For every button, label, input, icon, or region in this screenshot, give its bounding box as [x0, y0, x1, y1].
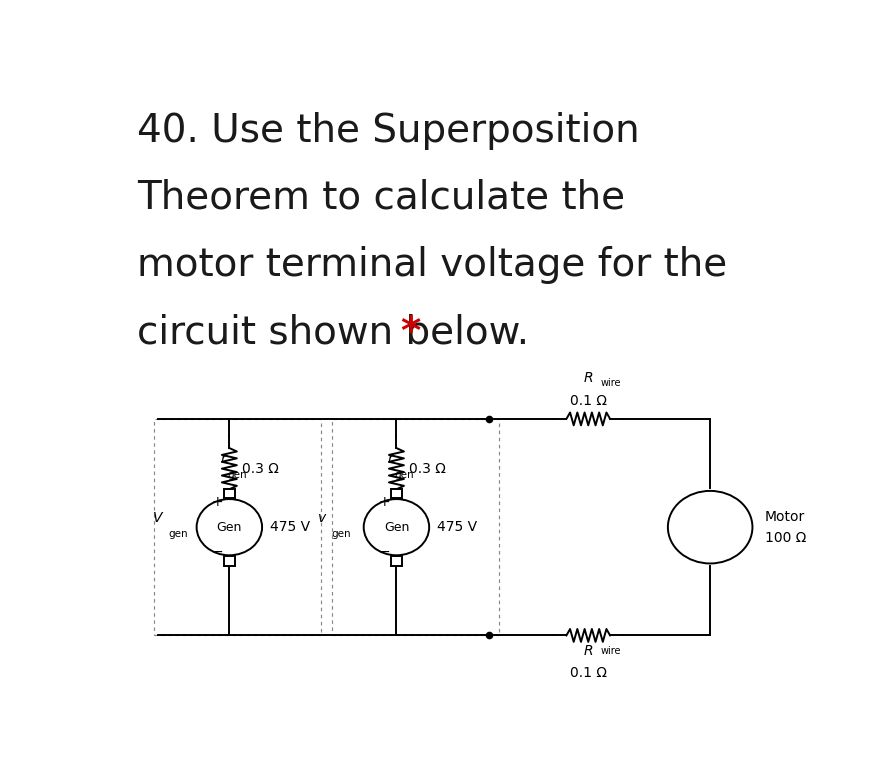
Text: gen: gen: [168, 529, 187, 539]
Text: −: −: [378, 546, 390, 559]
Text: 0.3 Ω: 0.3 Ω: [242, 461, 278, 476]
Text: 0.1 Ω: 0.1 Ω: [569, 666, 606, 680]
Text: 40. Use the Superposition: 40. Use the Superposition: [137, 112, 640, 150]
Bar: [224, 556, 235, 565]
Text: 100 Ω: 100 Ω: [765, 530, 806, 545]
Text: R: R: [583, 371, 593, 385]
Text: r: r: [220, 451, 226, 466]
Text: +: +: [378, 495, 390, 509]
Text: gen: gen: [331, 529, 350, 539]
Text: circuit shown below.: circuit shown below.: [137, 314, 554, 352]
Text: *: *: [400, 314, 420, 352]
Text: Gen: Gen: [384, 521, 409, 534]
Text: Gen: Gen: [216, 521, 242, 534]
Text: v: v: [318, 511, 326, 525]
Text: Motor: Motor: [765, 510, 805, 524]
Bar: [224, 489, 235, 498]
Circle shape: [668, 491, 752, 563]
Bar: [391, 489, 402, 498]
Text: gen: gen: [227, 470, 247, 480]
Text: r: r: [387, 451, 393, 466]
Text: R: R: [583, 644, 593, 658]
Text: 475 V: 475 V: [437, 520, 478, 534]
Text: motor terminal voltage for the: motor terminal voltage for the: [137, 246, 728, 284]
Text: +: +: [211, 495, 223, 509]
Text: Theorem to calculate the: Theorem to calculate the: [137, 179, 626, 217]
Text: wire: wire: [600, 646, 621, 656]
Text: V: V: [153, 511, 163, 525]
Circle shape: [363, 499, 429, 556]
Text: wire: wire: [600, 378, 621, 388]
Text: −: −: [211, 546, 223, 559]
Circle shape: [196, 499, 262, 556]
Bar: [391, 556, 402, 565]
Text: 0.1 Ω: 0.1 Ω: [569, 394, 606, 408]
Text: gen: gen: [394, 470, 414, 480]
Text: 475 V: 475 V: [270, 520, 311, 534]
Text: 0.3 Ω: 0.3 Ω: [408, 461, 445, 476]
